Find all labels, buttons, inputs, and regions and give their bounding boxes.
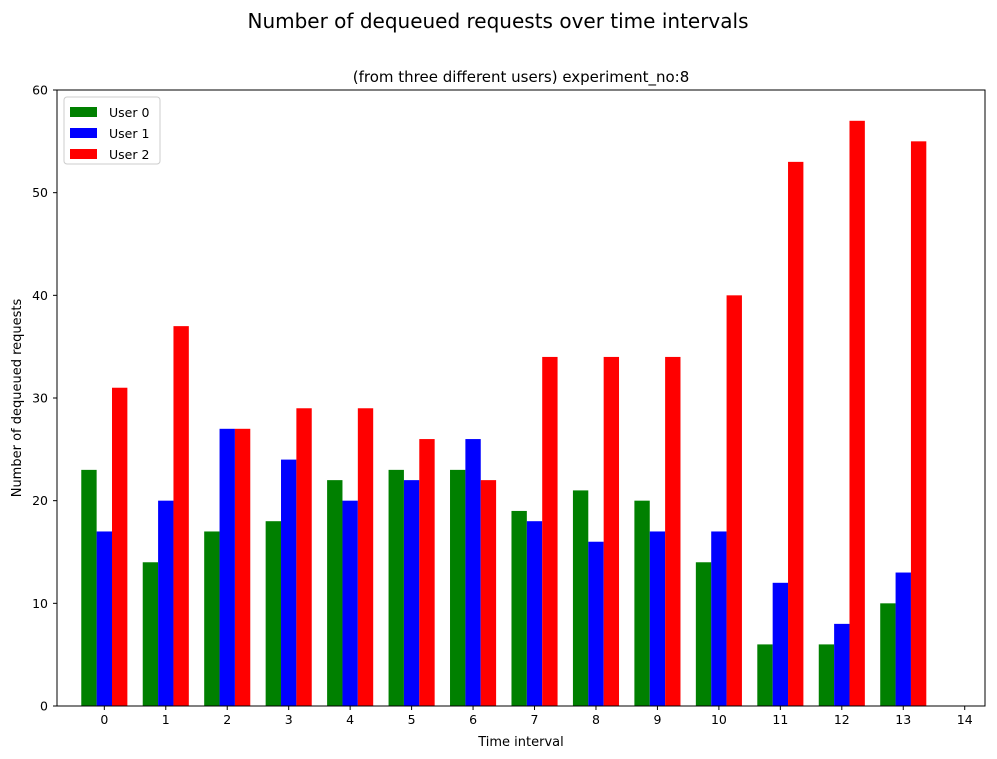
x-tick-label: 11 xyxy=(772,712,788,727)
bar-user-2-8 xyxy=(603,356,620,706)
bar-user-0-0 xyxy=(81,469,97,706)
y-tick-label: 30 xyxy=(32,391,48,406)
legend: User 0 User 1 User 2 xyxy=(63,96,161,165)
bar-user-0-5 xyxy=(388,469,404,706)
bar-user-0-13 xyxy=(880,603,896,706)
bar-user-1-9 xyxy=(649,531,666,706)
bar-user-2-4 xyxy=(357,408,374,706)
chart-title: (from three different users) experiment_… xyxy=(353,68,690,87)
y-tick-label: 10 xyxy=(32,596,48,611)
bar-user-0-12 xyxy=(818,644,835,706)
bar-user-1-10 xyxy=(711,531,727,706)
y-tick-label: 60 xyxy=(32,83,48,98)
bar-user-0-8 xyxy=(572,490,589,706)
x-tick-label: 5 xyxy=(408,712,416,727)
legend-label: User 0 xyxy=(109,105,149,120)
x-tick-label: 8 xyxy=(592,712,600,727)
x-tick-label: 9 xyxy=(653,712,661,727)
bar-user-1-1 xyxy=(158,500,174,706)
bar-user-2-0 xyxy=(112,387,128,706)
x-tick-label: 0 xyxy=(100,712,108,727)
y-tick-label: 40 xyxy=(32,288,48,303)
bar-user-0-9 xyxy=(634,500,650,706)
bar-user-1-5 xyxy=(403,480,420,706)
bar-user-2-5 xyxy=(419,439,435,706)
bar-user-2-3 xyxy=(296,408,312,706)
bar-user-0-7 xyxy=(511,510,527,706)
bar-user-1-6 xyxy=(465,439,481,706)
x-tick-label: 1 xyxy=(162,712,170,727)
y-tick-label: 0 xyxy=(40,699,48,714)
bar-user-1-7 xyxy=(526,521,543,706)
bar-user-1-2 xyxy=(219,428,235,706)
y-tick-label: 50 xyxy=(32,185,48,200)
bar-user-1-11 xyxy=(772,582,789,706)
bar-user-2-6 xyxy=(480,480,497,706)
bar-user-2-13 xyxy=(910,141,927,707)
x-tick-label: 2 xyxy=(223,712,231,727)
x-tick-label: 4 xyxy=(346,712,354,727)
y-axis-label: Number of dequeued requests xyxy=(10,298,25,497)
bar-user-0-11 xyxy=(757,644,773,706)
bar-user-2-7 xyxy=(542,356,558,706)
bar-user-0-2 xyxy=(204,531,220,706)
bar-user-1-8 xyxy=(588,541,604,706)
x-tick-label: 14 xyxy=(957,712,973,727)
bar-user-2-10 xyxy=(726,295,742,706)
bar-user-2-12 xyxy=(849,120,865,707)
bar-user-1-4 xyxy=(342,500,358,706)
x-tick-label: 6 xyxy=(469,712,477,727)
bar-user-0-3 xyxy=(265,521,282,706)
bar-user-0-1 xyxy=(142,562,159,706)
bar-user-2-11 xyxy=(788,161,804,706)
legend-swatch-user-0 xyxy=(70,107,97,117)
x-tick-label: 3 xyxy=(285,712,293,727)
y-tick-label: 20 xyxy=(32,493,48,508)
bar-user-2-9 xyxy=(665,356,681,706)
bar-user-0-4 xyxy=(327,480,343,706)
legend-label: User 2 xyxy=(109,147,149,162)
x-tick-label: 12 xyxy=(834,712,850,727)
bar-user-1-13 xyxy=(895,572,911,706)
legend-swatch-user-2 xyxy=(70,149,97,159)
bar-user-2-1 xyxy=(173,326,189,706)
x-tick-label: 10 xyxy=(711,712,727,727)
bar-user-1-0 xyxy=(96,531,113,706)
bar-user-2-2 xyxy=(234,428,251,706)
x-axis-label: Time interval xyxy=(477,735,564,750)
legend-label: User 1 xyxy=(109,126,149,141)
legend-swatch-user-1 xyxy=(70,128,97,138)
bar-user-0-6 xyxy=(450,469,466,706)
x-tick-label: 7 xyxy=(531,712,539,727)
bar-user-0-10 xyxy=(695,562,712,706)
chart-suptitle: Number of dequeued requests over time in… xyxy=(247,9,748,33)
bar-user-1-12 xyxy=(834,623,850,706)
bar-user-1-3 xyxy=(281,459,297,706)
x-tick-label: 13 xyxy=(895,712,911,727)
